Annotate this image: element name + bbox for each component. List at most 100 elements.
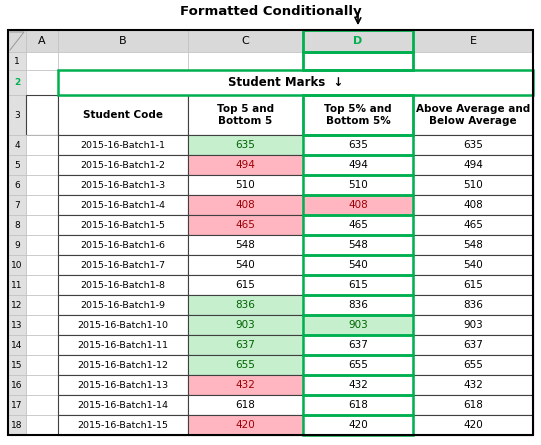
Bar [303, 315, 413, 335]
Text: 548: 548 [235, 240, 255, 250]
Text: C: C [242, 36, 249, 46]
Bar [8, 52, 26, 70]
Text: 2015-16-Batch1-13: 2015-16-Batch1-13 [77, 380, 169, 389]
Bar [303, 395, 413, 415]
Text: 18: 18 [11, 421, 23, 429]
Text: 2015-16-Batch1-7: 2015-16-Batch1-7 [81, 260, 166, 270]
Text: 5: 5 [14, 161, 20, 170]
Bar [8, 355, 26, 375]
Text: 2015-16-Batch1-5: 2015-16-Batch1-5 [81, 221, 166, 230]
Text: 540: 540 [236, 260, 255, 270]
Bar [58, 52, 188, 70]
Bar [26, 295, 58, 315]
Text: 637: 637 [235, 340, 255, 350]
Bar [58, 295, 188, 315]
Bar [413, 275, 533, 295]
Bar [413, 135, 533, 155]
Bar [303, 135, 413, 155]
Text: 2015-16-Batch1-1: 2015-16-Batch1-1 [81, 141, 166, 150]
Bar [303, 415, 413, 435]
Text: 2015-16-Batch1-8: 2015-16-Batch1-8 [81, 280, 166, 290]
Bar [26, 395, 58, 415]
Bar [26, 235, 58, 255]
Text: 408: 408 [348, 200, 368, 210]
Text: Formatted Conditionally: Formatted Conditionally [180, 5, 361, 18]
Bar [58, 135, 188, 155]
Bar [8, 275, 26, 295]
Text: 465: 465 [463, 220, 483, 230]
Text: 540: 540 [348, 260, 368, 270]
Bar [8, 195, 26, 215]
Bar [188, 375, 303, 395]
Text: 836: 836 [463, 300, 483, 310]
Bar [303, 295, 413, 315]
Bar [188, 30, 303, 52]
Text: 432: 432 [235, 380, 255, 390]
Bar [413, 295, 533, 315]
Bar [303, 155, 413, 175]
Bar [8, 375, 26, 395]
Bar [188, 395, 303, 415]
Text: 2: 2 [14, 78, 20, 87]
Bar [58, 195, 188, 215]
Text: 8: 8 [14, 221, 20, 230]
Bar [303, 275, 413, 295]
Bar [26, 335, 58, 355]
Bar [413, 415, 533, 435]
Text: 618: 618 [348, 400, 368, 410]
Bar [26, 30, 58, 52]
Bar [58, 30, 188, 52]
Bar [303, 395, 413, 415]
Bar [413, 175, 533, 195]
Text: 408: 408 [463, 200, 483, 210]
Bar [188, 52, 303, 70]
Text: 14: 14 [11, 340, 23, 349]
Text: 548: 548 [348, 240, 368, 250]
Bar [303, 415, 413, 435]
Text: Above Average and
Below Average: Above Average and Below Average [416, 104, 530, 126]
Text: 17: 17 [11, 400, 23, 409]
Bar [413, 355, 533, 375]
Text: 635: 635 [348, 140, 368, 150]
Text: 618: 618 [235, 400, 255, 410]
Text: 903: 903 [463, 320, 483, 330]
Bar [26, 275, 58, 295]
Text: 494: 494 [348, 160, 368, 170]
Bar [413, 95, 533, 135]
Bar [413, 52, 533, 70]
Bar [26, 255, 58, 275]
Bar [26, 135, 58, 155]
Bar [303, 175, 413, 195]
Bar [8, 335, 26, 355]
Text: 903: 903 [236, 320, 255, 330]
Bar [58, 70, 533, 95]
Bar [188, 355, 303, 375]
Bar [188, 175, 303, 195]
Bar [26, 70, 58, 95]
Bar [8, 295, 26, 315]
Bar [58, 315, 188, 335]
Text: 548: 548 [463, 240, 483, 250]
Bar [26, 95, 58, 135]
Bar [188, 155, 303, 175]
Bar [8, 70, 26, 95]
Bar [303, 95, 413, 135]
Text: A: A [38, 36, 46, 46]
Text: 12: 12 [11, 300, 23, 310]
Bar [303, 355, 413, 375]
Bar [188, 95, 303, 135]
Bar [303, 235, 413, 255]
Bar [8, 175, 26, 195]
Bar [413, 395, 533, 415]
Bar [188, 335, 303, 355]
Text: 618: 618 [463, 400, 483, 410]
Bar [303, 175, 413, 195]
Text: 615: 615 [235, 280, 255, 290]
Text: 13: 13 [11, 320, 23, 329]
Text: 408: 408 [236, 200, 255, 210]
Bar [188, 235, 303, 255]
Text: 11: 11 [11, 280, 23, 290]
Text: 2015-16-Batch1-15: 2015-16-Batch1-15 [77, 421, 168, 429]
Bar [413, 215, 533, 235]
Text: Student Code: Student Code [83, 110, 163, 120]
